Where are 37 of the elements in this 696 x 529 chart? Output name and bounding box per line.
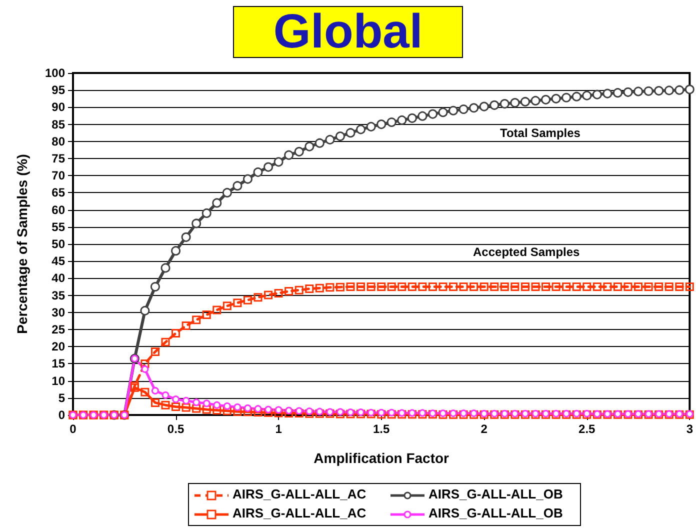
y-tick-label: 30 — [52, 305, 66, 320]
y-tick-label: 55 — [52, 220, 66, 234]
y-tick-label: 95 — [52, 83, 66, 98]
y-tick-label: 90 — [52, 100, 66, 114]
chart-title: Global — [273, 6, 423, 58]
y-tick-label: 100 — [44, 66, 66, 80]
legend-label: AIRS_G-ALL-ALL_AC — [232, 506, 367, 520]
legend-label: AIRS_G-ALL-ALL_OB — [428, 506, 563, 520]
y-tick-label: 25 — [52, 322, 66, 336]
y-tick-label: 40 — [52, 271, 66, 286]
y-tick-label: 10 — [52, 374, 66, 388]
y-tick-label: 35 — [52, 288, 66, 302]
y-tick-label: 75 — [52, 152, 66, 166]
x-tick-label: 2.5 — [578, 422, 596, 436]
x-tick-label: 2 — [480, 422, 488, 436]
annotation: Total Samples — [500, 126, 581, 140]
x-tick-label: 1 — [275, 422, 282, 436]
y-tick-label: 50 — [52, 237, 66, 251]
y-tick-label: 45 — [52, 254, 66, 268]
legend-label: AIRS_G-ALL-ALL_OB — [428, 486, 563, 502]
y-tick-label: 85 — [52, 117, 66, 132]
x-tick-label: 1.5 — [372, 422, 390, 436]
y-tick-label: 0 — [58, 408, 66, 422]
y-tick-label: 60 — [52, 202, 66, 217]
y-tick-label: 15 — [52, 356, 66, 371]
x-axis-title: Amplification Factor — [314, 450, 450, 466]
x-tick-label: 0 — [70, 422, 77, 436]
x-tick-label: 3 — [686, 422, 694, 436]
y-tick-label: 20 — [52, 340, 66, 354]
annotation: Accepted Samples — [473, 245, 580, 259]
y-axis-title: Percentage of Samples (%) — [14, 154, 30, 334]
y-tick-label: 80 — [52, 134, 66, 148]
y-tick-label: 65 — [52, 186, 66, 200]
legend-label: AIRS_G-ALL-ALL_AC — [232, 486, 367, 502]
x-tick-label: 0.5 — [167, 422, 184, 436]
y-tick-label: 70 — [52, 168, 66, 183]
y-tick-label: 5 — [58, 390, 66, 405]
